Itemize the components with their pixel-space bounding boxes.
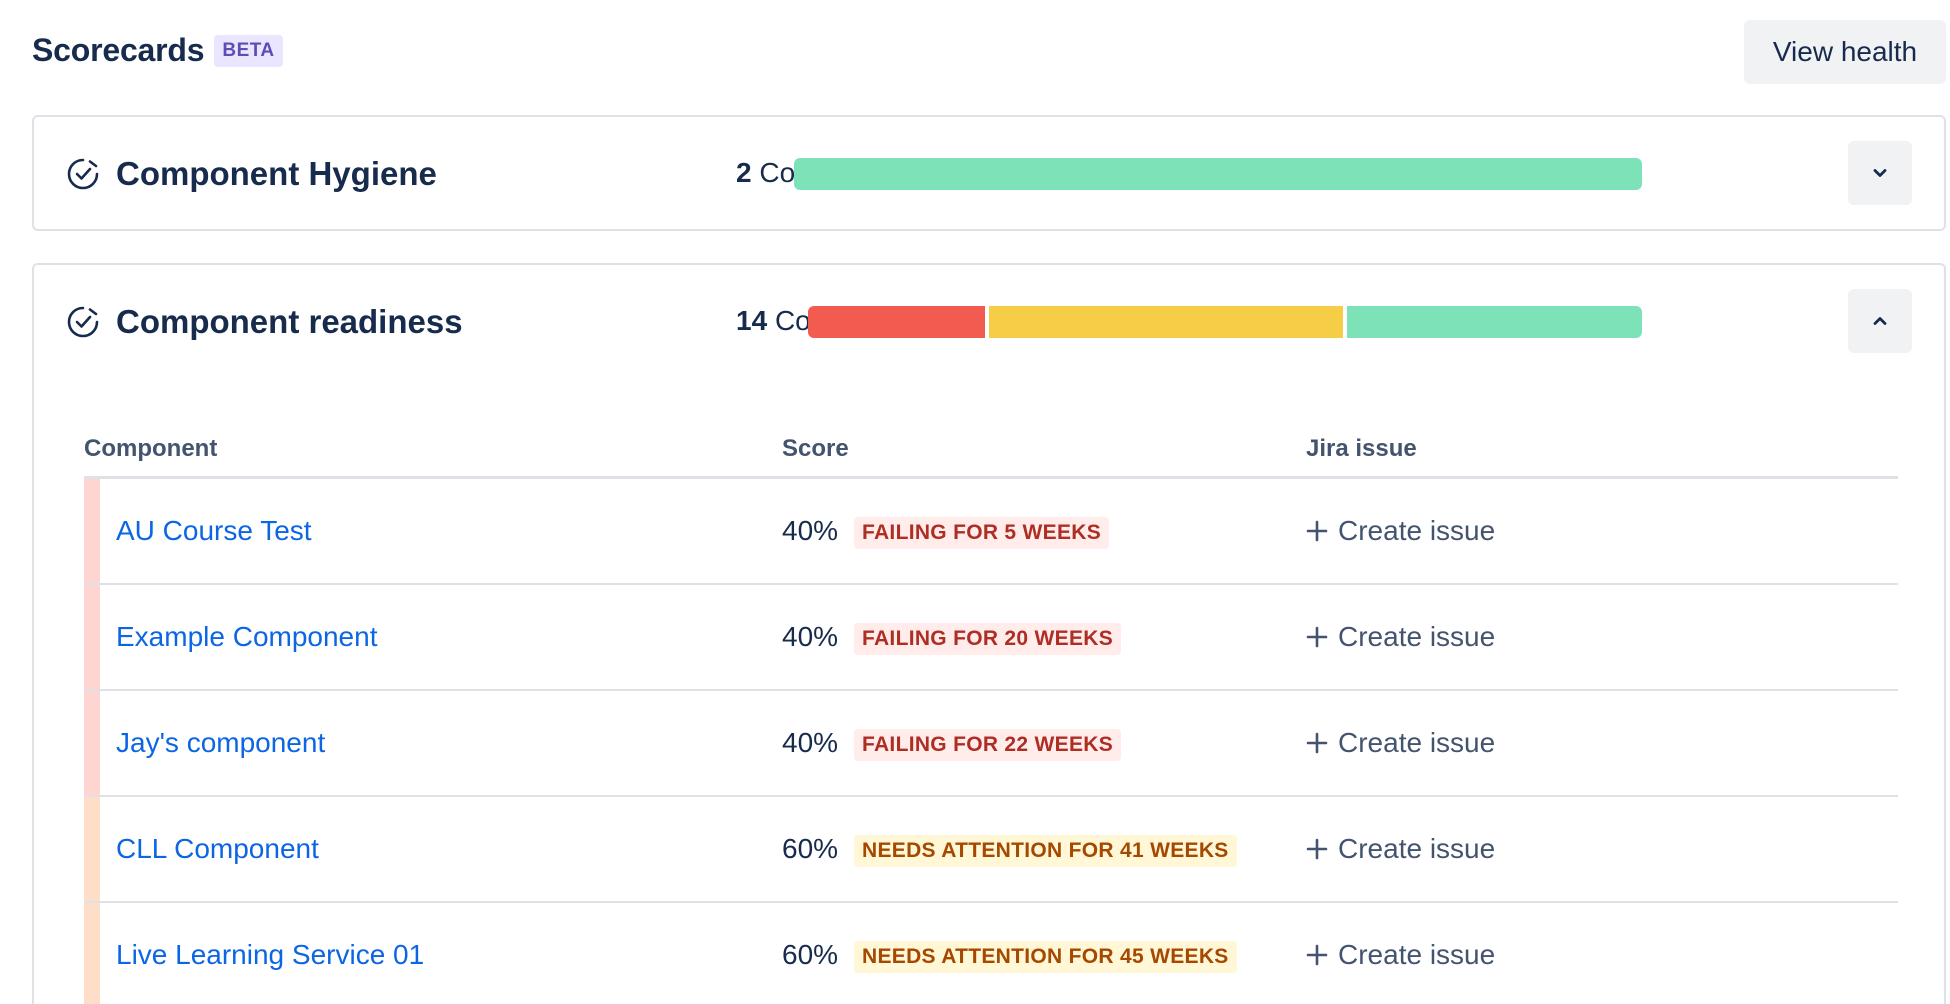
chevron-up-icon: [1873, 317, 1887, 325]
plus-icon: [1306, 944, 1328, 966]
column-header-score: Score: [782, 435, 849, 462]
status-lozenge: FAILING FOR 5 WEEKS: [854, 517, 1110, 549]
table-header: Component Score Jira issue: [84, 425, 1898, 479]
status-stripe: [84, 691, 100, 795]
page-header: Scorecards BETA: [32, 32, 283, 69]
table-row: CLL Component 60% NEEDS ATTENTION FOR 41…: [84, 797, 1898, 903]
component-link[interactable]: Live Learning Service 01: [116, 939, 425, 970]
score-value: 40%: [782, 727, 839, 758]
scorecard-header[interactable]: Component readiness 14 Components: [34, 265, 1944, 381]
create-issue-button[interactable]: Create issue: [1306, 727, 1495, 759]
plus-icon: [1306, 626, 1328, 648]
component-count-number: 14: [736, 305, 768, 336]
status-lozenge: FAILING FOR 22 WEEKS: [854, 729, 1122, 761]
plus-icon: [1306, 732, 1328, 754]
table-row: AU Course Test 40% FAILING FOR 5 WEEKS C…: [84, 479, 1898, 585]
check-circle-icon: [67, 158, 99, 190]
status-stripe: [84, 903, 100, 1004]
create-issue-label: Create issue: [1338, 621, 1496, 652]
table-row: Live Learning Service 01 60% NEEDS ATTEN…: [84, 903, 1898, 1004]
bar-segment-passing: [794, 158, 1642, 190]
column-header-component: Component: [84, 435, 218, 462]
scorecard-header[interactable]: Component Hygiene 2 Components: [34, 117, 1944, 233]
status-stripe: [84, 797, 100, 901]
table-row: Jay's component 40% FAILING FOR 22 WEEKS…: [84, 691, 1898, 797]
status-lozenge: FAILING FOR 20 WEEKS: [854, 623, 1122, 655]
create-issue-button[interactable]: Create issue: [1306, 515, 1495, 547]
component-link[interactable]: Example Component: [116, 621, 378, 652]
scorecard-name: Component Hygiene: [116, 155, 437, 192]
scorecard-name: Component readiness: [116, 303, 463, 340]
scorecard-component-hygiene: Component Hygiene 2 Components: [32, 115, 1946, 231]
score-distribution-bar: [808, 306, 1642, 338]
create-issue-label: Create issue: [1338, 727, 1496, 758]
plus-icon: [1306, 838, 1328, 860]
component-link[interactable]: CLL Component: [116, 833, 319, 864]
create-issue-button[interactable]: Create issue: [1306, 621, 1495, 653]
scorecard-component-readiness: Component readiness 14 Components Compon…: [32, 263, 1946, 1004]
plus-icon: [1306, 520, 1328, 542]
status-stripe: [84, 585, 100, 689]
view-health-button[interactable]: View health: [1744, 20, 1946, 84]
create-issue-button[interactable]: Create issue: [1306, 833, 1495, 865]
status-stripe: [84, 479, 100, 583]
page-title: Scorecards: [32, 32, 205, 68]
bar-segment-attention: [988, 306, 1344, 338]
bar-segment-passing: [1347, 306, 1642, 338]
component-count-number: 2: [736, 157, 752, 188]
score-distribution-bar: [794, 158, 1642, 190]
score-value: 60%: [782, 833, 839, 864]
component-link[interactable]: Jay's component: [116, 727, 326, 758]
check-circle-icon: [67, 306, 99, 338]
column-header-jira-issue: Jira issue: [1306, 435, 1417, 462]
chevron-down-icon: [1873, 169, 1887, 177]
component-link[interactable]: AU Course Test: [116, 515, 312, 546]
score-value: 60%: [782, 939, 839, 970]
status-lozenge: NEEDS ATTENTION FOR 41 WEEKS: [854, 835, 1237, 867]
create-issue-label: Create issue: [1338, 515, 1496, 546]
bar-segment-failing: [808, 306, 985, 338]
components-table: Component Score Jira issue AU Course Tes…: [84, 425, 1898, 1004]
create-issue-label: Create issue: [1338, 939, 1496, 970]
beta-badge: BETA: [214, 34, 283, 67]
collapse-toggle-button[interactable]: [1848, 289, 1912, 353]
table-row: Example Component 40% FAILING FOR 20 WEE…: [84, 585, 1898, 691]
expand-toggle-button[interactable]: [1848, 141, 1912, 205]
create-issue-button[interactable]: Create issue: [1306, 939, 1495, 971]
score-value: 40%: [782, 515, 839, 546]
status-lozenge: NEEDS ATTENTION FOR 45 WEEKS: [854, 941, 1237, 973]
score-value: 40%: [782, 621, 839, 652]
table-body: AU Course Test 40% FAILING FOR 5 WEEKS C…: [84, 479, 1898, 1004]
create-issue-label: Create issue: [1338, 833, 1496, 864]
